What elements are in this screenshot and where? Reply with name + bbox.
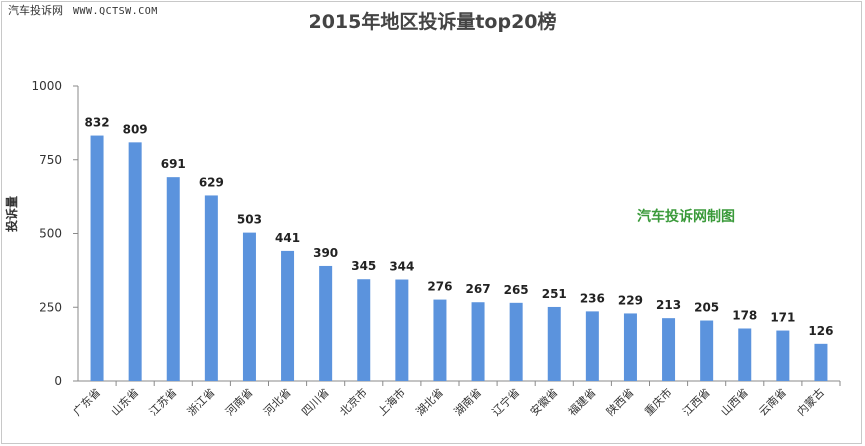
x-tick-label: 重庆市 bbox=[641, 385, 674, 418]
y-tick-label: 500 bbox=[39, 227, 62, 241]
bar-value-label: 276 bbox=[427, 280, 452, 294]
y-tick-label: 250 bbox=[39, 300, 62, 314]
x-tick-label: 湖南省 bbox=[452, 386, 485, 419]
bar bbox=[509, 302, 523, 381]
bar bbox=[281, 250, 295, 381]
x-tick-label: 湖北省 bbox=[414, 386, 447, 419]
bar bbox=[814, 343, 828, 381]
credit-text: 汽车投诉网制图 bbox=[637, 209, 735, 225]
bar bbox=[585, 311, 599, 381]
bar-value-label: 251 bbox=[542, 287, 567, 301]
bar bbox=[623, 313, 637, 381]
bar-value-label: 809 bbox=[123, 122, 148, 136]
bar bbox=[738, 328, 752, 381]
watermark-url: WWW.QCTSW.COM bbox=[73, 6, 158, 17]
bar-value-label: 390 bbox=[313, 246, 338, 260]
bar bbox=[700, 320, 714, 381]
bar bbox=[319, 265, 333, 381]
bar bbox=[776, 330, 790, 381]
bar bbox=[547, 306, 561, 381]
bar-value-label: 236 bbox=[580, 291, 605, 305]
y-tick-label: 750 bbox=[39, 153, 62, 167]
bar bbox=[166, 177, 180, 381]
bar bbox=[662, 318, 676, 381]
bar bbox=[204, 195, 218, 381]
x-tick-label: 内蒙古 bbox=[794, 385, 827, 418]
bar-value-label: 345 bbox=[351, 259, 376, 273]
bar-value-label: 171 bbox=[770, 311, 795, 325]
bar bbox=[433, 299, 447, 381]
bar-value-label: 267 bbox=[466, 282, 491, 296]
x-tick-label: 山西省 bbox=[718, 386, 751, 419]
bar bbox=[357, 279, 371, 381]
x-tick-label: 辽宁省 bbox=[489, 385, 522, 418]
bar-value-label: 126 bbox=[808, 324, 833, 338]
x-tick-label: 江苏省 bbox=[147, 386, 180, 419]
bar-value-label: 503 bbox=[237, 213, 262, 227]
x-tick-label: 安徽省 bbox=[527, 385, 560, 418]
bar bbox=[395, 279, 409, 381]
x-tick-label: 山东省 bbox=[109, 386, 142, 419]
x-tick-label: 四川省 bbox=[299, 386, 332, 419]
bar-value-label: 205 bbox=[694, 301, 719, 315]
bar-value-label: 629 bbox=[199, 175, 224, 189]
bar-value-label: 441 bbox=[275, 231, 300, 245]
x-tick-label: 江西省 bbox=[680, 386, 713, 419]
x-tick-label: 河南省 bbox=[223, 386, 256, 419]
x-tick-label: 北京市 bbox=[337, 385, 370, 418]
x-tick-label: 上海市 bbox=[375, 385, 408, 418]
x-tick-label: 浙江省 bbox=[185, 386, 218, 419]
bar-value-label: 691 bbox=[161, 157, 186, 171]
bar bbox=[242, 232, 256, 381]
watermark-site: 汽车投诉网 bbox=[8, 4, 63, 17]
x-tick-label: 陕西省 bbox=[603, 385, 636, 418]
bar-value-label: 832 bbox=[85, 116, 110, 130]
bar-value-label: 178 bbox=[732, 308, 757, 322]
x-tick-label: 河北省 bbox=[261, 386, 294, 419]
bar-value-label: 344 bbox=[389, 260, 414, 274]
x-tick-label: 福建省 bbox=[565, 385, 598, 418]
x-tick-label: 云南省 bbox=[756, 386, 789, 419]
bar-value-label: 213 bbox=[656, 298, 681, 312]
chart-title: 2015年地区投诉量top20榜 bbox=[308, 11, 557, 33]
y-tick-label: 1000 bbox=[31, 79, 62, 93]
x-tick-label: 广东省 bbox=[71, 386, 104, 419]
y-tick-label: 0 bbox=[54, 374, 62, 388]
bar bbox=[471, 302, 485, 381]
bar-value-label: 229 bbox=[618, 293, 643, 307]
watermark: 汽车投诉网 WWW.QCTSW.COM bbox=[8, 2, 158, 18]
bar bbox=[128, 142, 142, 381]
bar-value-label: 265 bbox=[504, 283, 529, 297]
bar bbox=[90, 135, 104, 381]
